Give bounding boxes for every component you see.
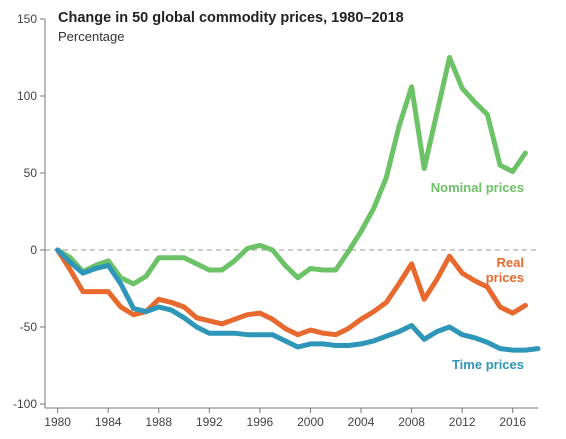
y-tick-label: 150 bbox=[17, 12, 37, 26]
x-tick-label: 1980 bbox=[44, 415, 71, 429]
x-tick-label: 1984 bbox=[95, 415, 122, 429]
x-tick-label: 1992 bbox=[196, 415, 223, 429]
y-tick-label: 100 bbox=[17, 89, 37, 103]
x-tick-label: 2004 bbox=[348, 415, 375, 429]
series-group bbox=[55, 55, 541, 353]
real-prices-label-line2: prices bbox=[486, 270, 524, 285]
real-prices-label-line1: Real bbox=[497, 255, 524, 270]
x-tick-label: 1988 bbox=[145, 415, 172, 429]
series-line-time-prices bbox=[55, 247, 541, 353]
y-tick-label: 0 bbox=[30, 243, 37, 257]
x-tick-label: 1996 bbox=[247, 415, 274, 429]
x-tick-label: 2012 bbox=[449, 415, 476, 429]
y-axis: 150 100 50 0 -50 -100 bbox=[13, 12, 46, 411]
x-tick-label: 2016 bbox=[499, 415, 526, 429]
series-line-nominal-prices bbox=[55, 55, 528, 287]
chart-subtitle: Percentage bbox=[58, 29, 125, 44]
chart-title: Change in 50 global commodity prices, 19… bbox=[58, 10, 404, 26]
x-tick-label: 2000 bbox=[297, 415, 324, 429]
nominal-prices-label: Nominal prices bbox=[431, 180, 524, 195]
y-tick-label: 50 bbox=[24, 166, 38, 180]
x-axis: 1980 1984 1988 1992 1996 2000 2004 2008 2012 2016 bbox=[44, 407, 538, 429]
y-tick-label: -50 bbox=[20, 320, 38, 334]
time-prices-label: Time prices bbox=[452, 357, 524, 372]
series-line-real-prices bbox=[55, 247, 528, 338]
y-tick-label: -100 bbox=[13, 397, 37, 411]
x-tick-label: 2008 bbox=[398, 415, 425, 429]
